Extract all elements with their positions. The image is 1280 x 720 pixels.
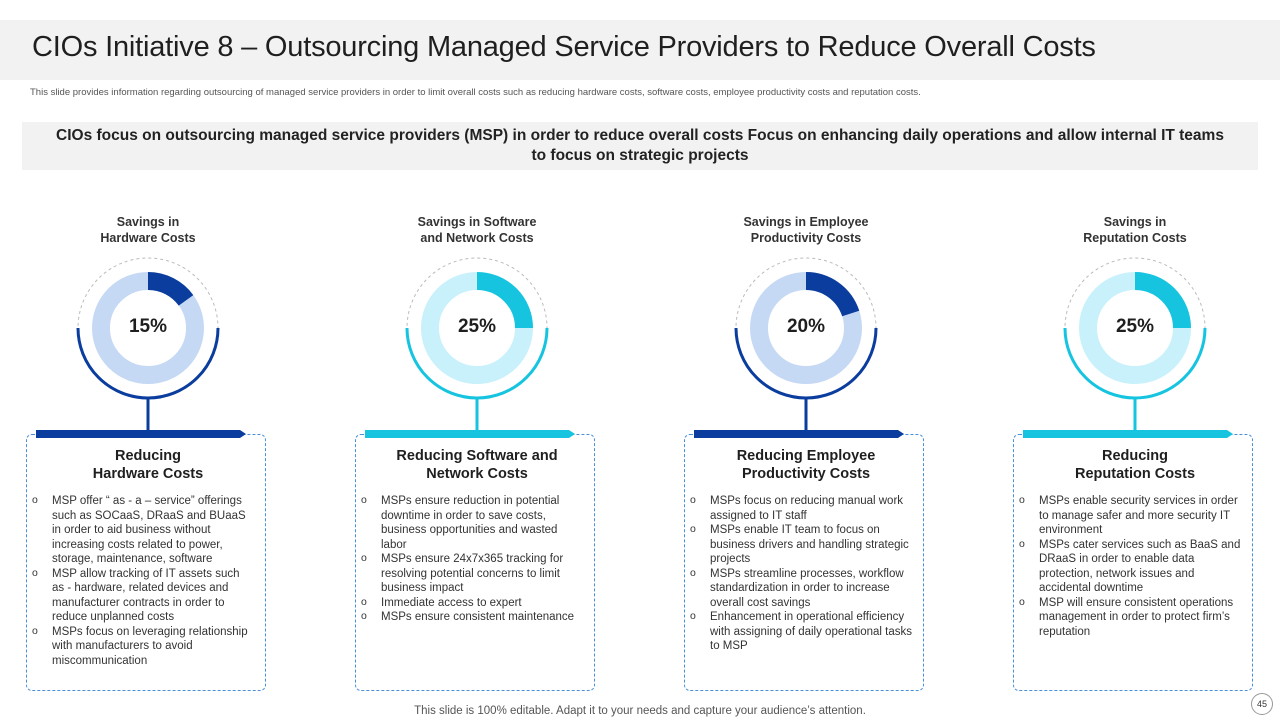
card-title-line1: Reducing Employee — [736, 448, 876, 464]
list-item: MSPs focus on reducing manual work assig… — [690, 493, 912, 523]
card-bullet-list: MSPs ensure reduction in potential downt… — [361, 493, 583, 625]
donut-fill-arc — [1134, 272, 1191, 329]
list-item: MSPs enable security services in order t… — [1019, 493, 1241, 538]
page-subtitle: This slide provides information regardin… — [30, 87, 921, 98]
column-heading-line2: Reputation Costs — [1083, 231, 1187, 245]
donut-fill-arc — [476, 272, 533, 329]
column-heading: Savings in Software and Network Costs — [347, 214, 607, 246]
card-title: Reducing Hardware Costs — [18, 447, 278, 483]
card-bullet-list: MSPs focus on reducing manual work assig… — [690, 493, 912, 654]
percent-label: 25% — [457, 316, 497, 337]
focus-banner: CIOs focus on outsourcing managed servic… — [22, 122, 1258, 170]
page-title: CIOs Initiative 8 – Outsourcing Managed … — [32, 31, 1096, 63]
column-heading-line1: Savings in Software — [417, 215, 537, 229]
card-title-line2: Productivity Costs — [741, 466, 871, 482]
donut-fill-arc — [147, 272, 194, 307]
column-heading: Savings in Reputation Costs — [1005, 214, 1265, 246]
savings-column-hardware: Savings in Hardware Costs 15% Reducing H… — [18, 0, 278, 720]
card-top-bar — [36, 430, 246, 438]
focus-text: CIOs focus on outsourcing managed servic… — [56, 127, 1224, 164]
donut-fill-arc — [805, 272, 860, 317]
column-heading: Savings in Employee Productivity Costs — [676, 214, 936, 246]
savings-column-employee: Savings in Employee Productivity Costs 2… — [676, 0, 936, 720]
list-item: MSPs ensure reduction in potential downt… — [361, 493, 583, 552]
card-title-line1: Reducing Software and — [396, 448, 558, 464]
list-item: Immediate access to expert — [361, 595, 583, 611]
footer-note: This slide is 100% editable. Adapt it to… — [414, 705, 866, 717]
card-title-line1: Reducing — [1101, 448, 1169, 464]
column-heading-line1: Savings in — [1103, 215, 1167, 229]
card-title: Reducing Employee Productivity Costs — [676, 447, 936, 483]
list-item: MSP allow tracking of IT assets such as … — [32, 566, 254, 625]
card-title-line2: Hardware Costs — [92, 466, 204, 482]
title-bar — [0, 20, 1280, 80]
list-item: MSPs cater services such as BaaS and DRa… — [1019, 537, 1241, 596]
percent-label: 15% — [128, 316, 168, 337]
card-top-bar — [365, 430, 575, 438]
donut-chart — [1063, 257, 1207, 430]
donut-chart — [405, 257, 549, 430]
card-title-line2: Network Costs — [426, 466, 528, 482]
card-bullet-list: MSP offer “ as - a – service” offerings … — [32, 493, 254, 669]
card-title-line2: Reputation Costs — [1074, 466, 1196, 482]
page-number: 45 — [1251, 693, 1273, 715]
list-item: MSP offer “ as - a – service” offerings … — [32, 493, 254, 567]
list-item: MSPs enable IT team to focus on business… — [690, 522, 912, 567]
list-item: MSPs focus on leveraging relationship wi… — [32, 624, 254, 669]
column-heading-line2: Hardware Costs — [100, 231, 196, 245]
donut-chart — [76, 257, 220, 430]
column-heading-line2: Productivity Costs — [750, 231, 862, 245]
card-title: Reducing Software and Network Costs — [347, 447, 607, 483]
column-heading: Savings in Hardware Costs — [18, 214, 278, 246]
card-top-bar — [694, 430, 904, 438]
card-title-line1: Reducing — [114, 448, 182, 464]
list-item: MSPs ensure 24x7x365 tracking for resolv… — [361, 551, 583, 596]
donut-chart — [734, 257, 878, 430]
column-heading-line1: Savings in Employee — [743, 215, 869, 229]
card-bullet-list: MSPs enable security services in order t… — [1019, 493, 1241, 640]
percent-label: 25% — [1115, 316, 1155, 337]
card-title: Reducing Reputation Costs — [1005, 447, 1265, 483]
column-heading-line1: Savings in — [116, 215, 180, 229]
list-item: MSP will ensure consistent operations ma… — [1019, 595, 1241, 640]
list-item: Enhancement in operational efficiency wi… — [690, 609, 912, 654]
savings-column-software: Savings in Software and Network Costs 25… — [347, 0, 607, 720]
list-item: MSPs ensure consistent maintenance — [361, 609, 583, 625]
percent-label: 20% — [786, 316, 826, 337]
savings-column-reputation: Savings in Reputation Costs 25% Reducing… — [1005, 0, 1265, 720]
column-heading-line2: and Network Costs — [420, 231, 534, 245]
list-item: MSPs streamline processes, workflow stan… — [690, 566, 912, 611]
card-top-bar — [1023, 430, 1233, 438]
